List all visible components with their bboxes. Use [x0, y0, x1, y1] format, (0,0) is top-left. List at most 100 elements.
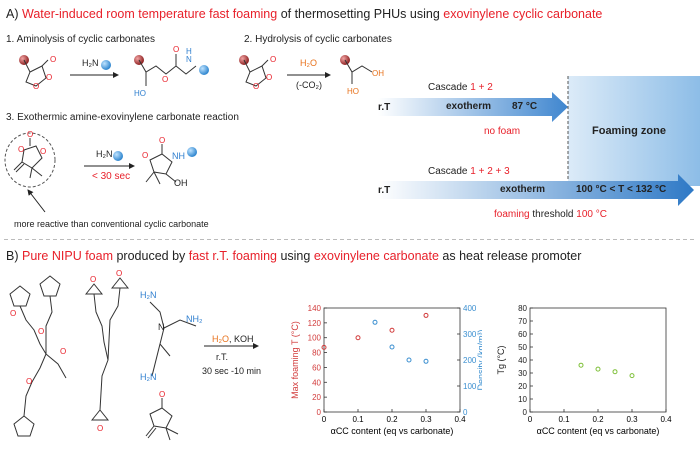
- amine-reagent-1: H₂N: [82, 58, 99, 68]
- rt-label-2: r.T: [378, 185, 391, 196]
- cyclic-carbonate-2: [239, 55, 269, 87]
- data-point: [321, 344, 327, 350]
- svg-text:O: O: [18, 145, 24, 154]
- y-tick-label: 80: [518, 304, 527, 313]
- svg-text:HO: HO: [134, 89, 146, 98]
- svg-text:O: O: [60, 347, 66, 356]
- data-point: [423, 358, 429, 364]
- svg-text:HO: HO: [347, 87, 359, 96]
- step-3-label: 3. Exothermic amine-exovinylene carbonat…: [6, 112, 239, 123]
- svg-text:O: O: [90, 275, 96, 284]
- cascade-1-arrow: [378, 92, 568, 122]
- svg-text:O: O: [159, 136, 165, 145]
- water-reagent: H₂O: [300, 58, 317, 68]
- temp-range: 100 °C < T < 132 °C: [576, 184, 667, 195]
- reagents-b: H₂O, KOH: [212, 334, 254, 344]
- svg-text:O: O: [46, 73, 52, 82]
- exovinylene-carbonate-b: [145, 398, 179, 441]
- y-tick-label: 50: [518, 343, 527, 352]
- y-tick-label: 20: [312, 393, 321, 402]
- y-tick-label: 70: [518, 317, 527, 326]
- amine-nh2-b: NH₂: [186, 314, 203, 324]
- foaming-zone: [568, 76, 700, 186]
- x-tick-label: 0.4: [454, 415, 466, 424]
- svg-text:O: O: [142, 151, 148, 160]
- highlight-ring: [4, 132, 56, 188]
- x-tick-label: 0.3: [420, 415, 432, 424]
- y-tick-label: 100: [308, 334, 322, 343]
- no-foam-label: no foam: [484, 126, 521, 137]
- tris-cyclic-carbonate: [9, 275, 67, 437]
- y-axis-label: Max foaming T (°C): [290, 321, 300, 399]
- x-tick-label: 0.2: [592, 415, 604, 424]
- x-tick-label: 0: [322, 415, 327, 424]
- svg-text:O: O: [173, 45, 179, 54]
- foaming-zone-label: Foaming zone: [592, 125, 666, 137]
- panel-b-heading: B) Pure NIPU foam produced by fast r.T. …: [6, 249, 582, 263]
- exotherm-label-2: exotherm: [500, 184, 546, 195]
- y2-tick-label: 100: [463, 382, 477, 391]
- oxazolidinone-product: [145, 144, 177, 185]
- data-point: [578, 362, 584, 368]
- svg-text:OH: OH: [372, 69, 384, 78]
- y2-tick-label: 0: [463, 408, 468, 417]
- data-point: [372, 319, 378, 325]
- foaming-threshold: foaming threshold 100 °C: [494, 209, 607, 220]
- svg-text:O: O: [159, 390, 165, 399]
- y-tick-label: 40: [312, 378, 321, 387]
- panel-b-structures: O O O O O O O O: [9, 269, 259, 441]
- y2-tick-label: 300: [463, 330, 477, 339]
- panel-a-heading: A) Water-induced room temperature fast f…: [6, 7, 603, 21]
- hydroxyurethane-product: [134, 54, 197, 86]
- y2-axis-label: Density (kg/m³): [476, 329, 482, 390]
- tris-amine: [149, 301, 197, 377]
- x-tick-label: 0.1: [558, 415, 570, 424]
- data-point: [423, 312, 429, 318]
- svg-text:O: O: [27, 130, 33, 139]
- chart-tg: 0 0.1 0.2 0.3 0.4 0 10 20 30 40 50 60 70 80 Tg (°C) αCC…: [496, 304, 672, 436]
- svg-text:O: O: [253, 82, 259, 91]
- cascade-2-arrow: [378, 174, 694, 206]
- rt-label-1: r.T: [378, 102, 391, 113]
- svg-text:H: H: [186, 47, 192, 56]
- svg-text:O: O: [38, 327, 44, 336]
- svg-text:O: O: [40, 147, 46, 156]
- y-tick-label: 0: [317, 408, 322, 417]
- data-point: [389, 344, 395, 350]
- data-point: [389, 327, 395, 333]
- y-tick-label: 60: [518, 330, 527, 339]
- diol-product: [340, 55, 373, 84]
- y-tick-label: 10: [518, 395, 527, 404]
- cascade-1-label: Cascade 1 + 2: [428, 82, 493, 93]
- svg-text:O: O: [270, 55, 276, 64]
- amine-nh2-a: H₂N: [140, 290, 157, 300]
- plot-frame: [323, 307, 461, 413]
- oh-label: OH: [174, 178, 188, 188]
- reaction-time: < 30 sec: [92, 171, 131, 182]
- svg-text:O: O: [10, 309, 16, 318]
- svg-text:O: O: [50, 55, 56, 64]
- data-point: [629, 373, 635, 379]
- y-tick-label: 60: [312, 363, 321, 372]
- amine-n: N: [158, 322, 165, 332]
- svg-text:O: O: [162, 75, 168, 84]
- x-tick-label: 0: [528, 415, 533, 424]
- y-tick-label: 20: [518, 382, 527, 391]
- x-axis-label: αCC content (eq vs carbonate): [331, 426, 454, 436]
- y-tick-label: 40: [518, 356, 527, 365]
- data-point: [595, 366, 601, 372]
- svg-text:O: O: [266, 73, 272, 82]
- cyclic-carbonate-1: [19, 55, 49, 87]
- svg-text:O: O: [26, 377, 32, 386]
- y-tick-label: 0: [523, 408, 528, 417]
- step-2-label: 2. Hydrolysis of cyclic carbonates: [244, 34, 392, 45]
- y2-tick-label: 400: [463, 304, 477, 313]
- amine-reagent-2: H₂N: [96, 149, 113, 159]
- co2-loss: (-CO₂): [296, 80, 322, 90]
- exovinylene-carbonate: [13, 138, 43, 179]
- x-tick-label: 0.4: [660, 415, 672, 424]
- y-tick-label: 120: [308, 319, 322, 328]
- exotherm-label-1: exotherm: [446, 101, 492, 112]
- svg-text:N: N: [186, 55, 192, 64]
